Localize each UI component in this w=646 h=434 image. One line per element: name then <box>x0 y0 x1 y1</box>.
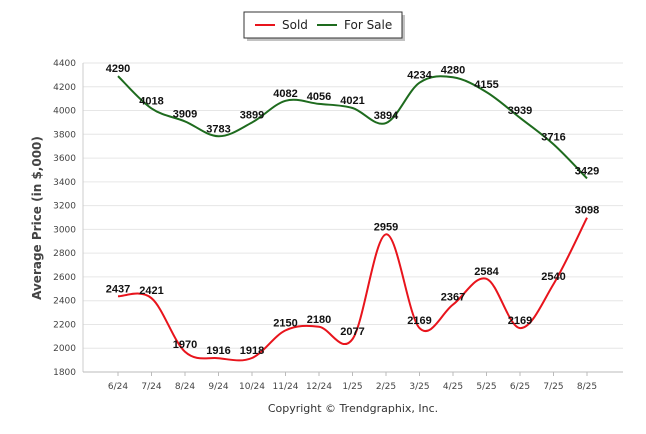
data-label-sold: 2959 <box>374 221 398 233</box>
copyright-text: Copyright © Trendgraphix, Inc. <box>268 402 438 415</box>
data-label-for-sale: 4056 <box>307 91 331 103</box>
data-label-sold: 2077 <box>340 326 364 338</box>
data-label-for-sale: 4018 <box>139 95 163 107</box>
data-label-sold: 3098 <box>575 205 599 217</box>
y-tick-label: 3000 <box>53 225 76 235</box>
y-tick-label: 3800 <box>53 130 76 140</box>
data-label-for-sale: 3429 <box>575 165 599 177</box>
x-tick-label: 3/25 <box>409 382 429 392</box>
y-tick-label: 2000 <box>53 344 76 354</box>
data-label-sold: 1970 <box>173 339 197 351</box>
data-label-for-sale: 3909 <box>173 108 197 120</box>
y-tick-label: 2600 <box>53 273 76 283</box>
data-label-sold: 2540 <box>541 271 565 283</box>
data-label-for-sale: 3716 <box>541 131 565 143</box>
data-label-for-sale: 3899 <box>240 110 264 122</box>
x-axis-ticks: 6/24 7/24 8/24 9/24 10/24 11/24 12/24 1/25 2/25 3… <box>108 372 597 392</box>
data-label-for-sale: 3939 <box>508 105 532 117</box>
legend-label-for-sale: For Sale <box>344 18 392 32</box>
y-tick-label: 4400 <box>53 59 76 69</box>
y-tick-label: 2200 <box>53 320 76 330</box>
x-tick-label: 7/24 <box>141 382 161 392</box>
x-tick-label: 8/25 <box>577 382 597 392</box>
legend: Sold For Sale <box>243 11 405 41</box>
data-label-sold: 2367 <box>441 292 465 304</box>
y-tick-label: 4000 <box>53 107 76 117</box>
data-label-sold: 1918 <box>240 345 264 357</box>
y-tick-label: 3600 <box>53 154 76 164</box>
y-tick-label: 3400 <box>53 178 76 188</box>
data-label-sold: 2169 <box>508 315 532 327</box>
x-tick-label: 2/25 <box>376 382 396 392</box>
data-labels: 2437 2421 1970 1916 1918 2150 2180 2077 2959 2169… <box>106 63 599 357</box>
x-tick-label: 10/24 <box>239 382 265 392</box>
x-tick-label: 4/25 <box>443 382 463 392</box>
x-tick-label: 12/24 <box>306 382 332 392</box>
data-label-for-sale: 4280 <box>441 64 465 76</box>
x-tick-label: 9/24 <box>208 382 228 392</box>
data-label-for-sale: 4082 <box>273 88 297 100</box>
y-tick-label: 1800 <box>53 368 76 378</box>
y-tick-label: 3200 <box>53 202 76 212</box>
y-axis-ticks: 1800 2000 2200 2400 2600 2800 3000 3200 3400 3600… <box>53 59 76 378</box>
x-tick-label: 6/24 <box>108 382 128 392</box>
legend-label-sold: Sold <box>282 18 308 32</box>
data-label-for-sale: 3894 <box>374 110 399 122</box>
y-axis-label: Average Price (in $,000) <box>30 136 44 300</box>
data-label-for-sale: 4290 <box>106 63 130 75</box>
data-label-sold: 2169 <box>407 315 431 327</box>
x-tick-label: 11/24 <box>273 382 299 392</box>
x-tick-label: 5/25 <box>476 382 496 392</box>
series-lines <box>117 75 588 362</box>
data-label-for-sale: 4234 <box>407 70 432 82</box>
data-label-sold: 2584 <box>474 266 499 278</box>
series-line-sold <box>117 217 588 362</box>
grid-lines <box>82 62 623 373</box>
x-tick-label: 8/24 <box>175 382 195 392</box>
x-tick-label: 6/25 <box>510 382 530 392</box>
data-label-for-sale: 4155 <box>474 79 498 91</box>
data-label-sold: 2150 <box>273 317 297 329</box>
y-tick-label: 2400 <box>53 297 76 307</box>
data-label-for-sale: 3783 <box>206 123 230 135</box>
y-tick-label: 2800 <box>53 249 76 259</box>
data-label-sold: 2437 <box>106 283 130 295</box>
series-line-for-sale <box>117 75 588 180</box>
data-label-sold: 2180 <box>307 314 331 326</box>
x-tick-label: 7/25 <box>543 382 563 392</box>
data-label-sold: 1916 <box>206 345 230 357</box>
data-label-for-sale: 4021 <box>340 95 364 107</box>
data-label-sold: 2421 <box>139 285 163 297</box>
y-tick-label: 4200 <box>53 83 76 93</box>
x-tick-label: 1/25 <box>342 382 362 392</box>
